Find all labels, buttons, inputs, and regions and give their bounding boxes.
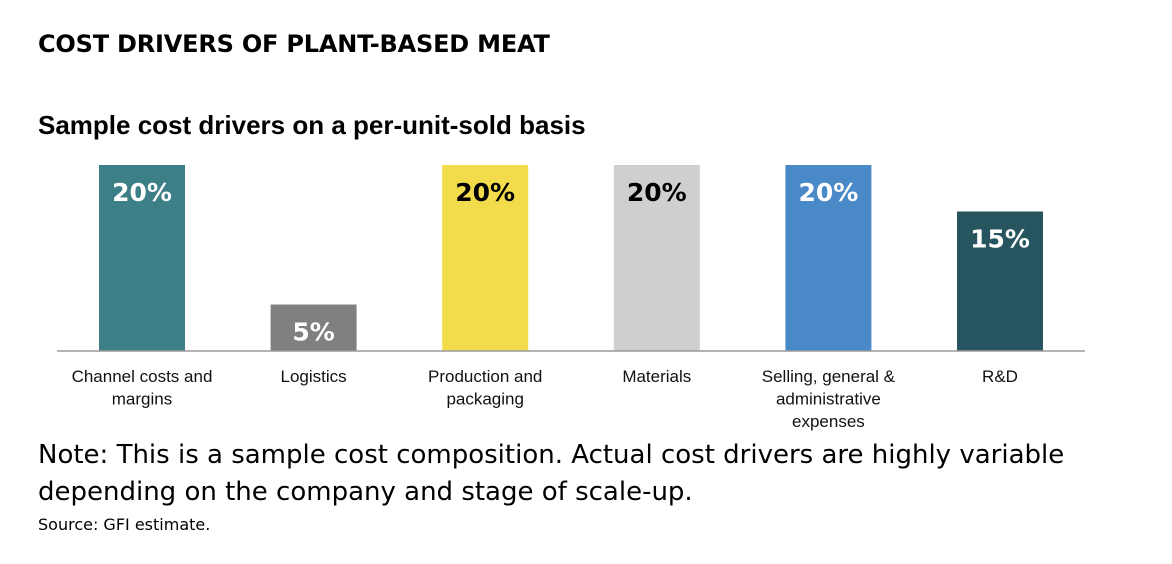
bar-1 xyxy=(270,304,357,351)
data-label-5: 15% xyxy=(970,225,1030,254)
category-label-3: Materials xyxy=(622,367,691,386)
chart-note: Note: This is a sample cost composition.… xyxy=(38,440,1065,507)
page-title: COST DRIVERS OF PLANT-BASED MEAT xyxy=(38,30,550,58)
bar-4 xyxy=(785,165,872,351)
chart-title: Sample cost drivers on a per-unit-sold b… xyxy=(38,110,586,140)
category-label-5: R&D xyxy=(982,367,1018,386)
category-label-4: Selling, general & administrative expenses xyxy=(762,367,896,431)
source-text: Source: GFI estimate. xyxy=(38,515,211,534)
data-label-4: 20% xyxy=(798,178,858,207)
category-label-0: Channel costs and margins xyxy=(72,367,213,409)
bar-5 xyxy=(957,211,1043,351)
bar-3 xyxy=(613,165,700,351)
data-label-2: 20% xyxy=(455,178,515,207)
data-label-3: 20% xyxy=(627,178,687,207)
bar-2 xyxy=(442,165,529,351)
category-label-1: Logistics xyxy=(281,367,347,386)
bars-layer: 20% 5% 20% 20% 20% 15% xyxy=(99,165,1043,351)
category-label-2: Production and packaging xyxy=(428,367,542,409)
data-label-1: 5% xyxy=(292,318,334,347)
category-labels: Channel costs and margins Logistics Product… xyxy=(72,367,1018,431)
data-label-0: 20% xyxy=(112,178,172,207)
bar-chart: 20% 5% 20% 20% 20% 15% Channel costs and margi… xyxy=(57,165,1085,431)
bar-0 xyxy=(99,165,185,351)
